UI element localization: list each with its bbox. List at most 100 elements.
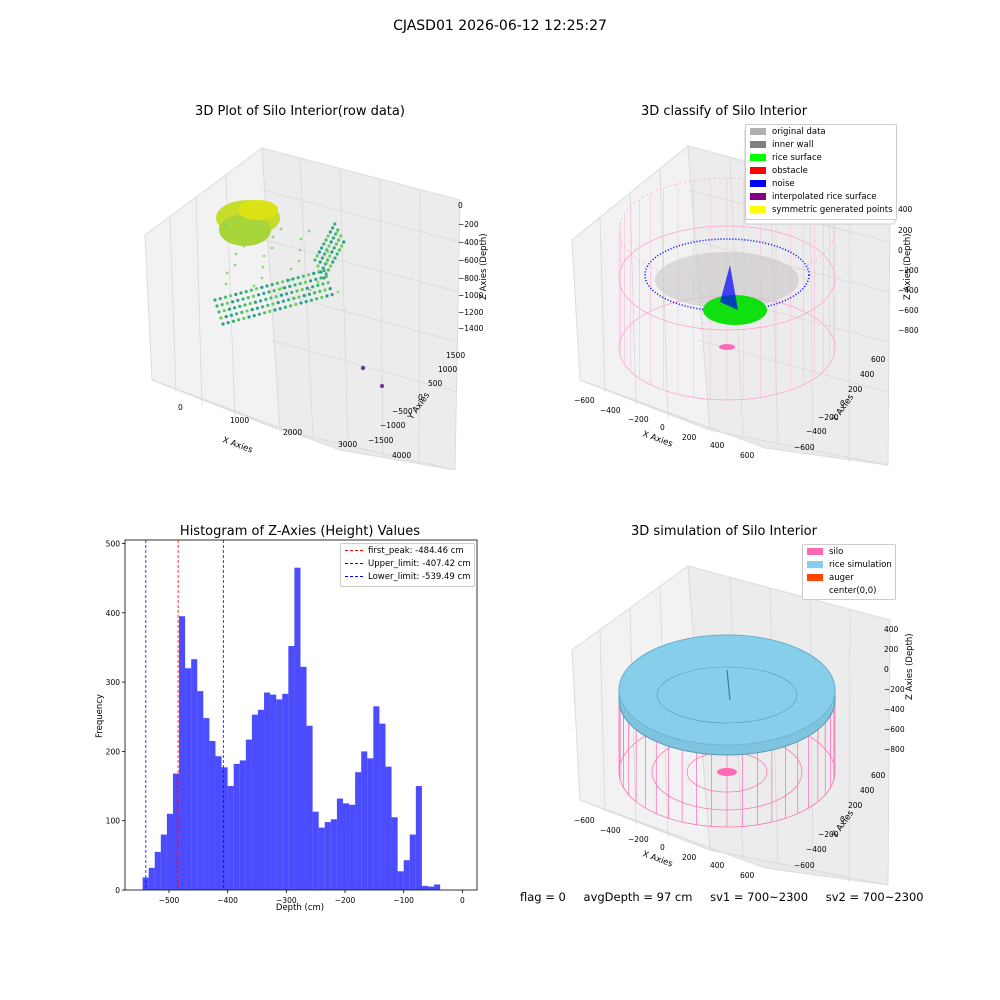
histogram-bar	[215, 756, 222, 890]
raw-outlier-point	[360, 365, 366, 371]
raw-data-point	[273, 308, 277, 312]
raw-data-point	[328, 254, 332, 258]
raw-data-point	[262, 254, 266, 258]
sv2-status: sv2 = 700~2300	[825, 890, 924, 904]
raw-outlier-point	[379, 383, 385, 389]
raw-data-point	[331, 226, 335, 230]
classify-ztick: −200	[898, 266, 919, 275]
histogram-bar	[312, 811, 319, 890]
raw-data-point	[257, 312, 261, 316]
simulation-xtick: −400	[600, 826, 621, 835]
raw-data-point	[330, 250, 334, 254]
legend-label: Upper_limit: -407.42 cm	[368, 558, 471, 569]
raw-data-point	[322, 276, 326, 280]
legend-item: obstacle	[746, 164, 896, 177]
raw-data-point	[322, 269, 326, 273]
raw-data-point	[335, 252, 339, 256]
histogram-bar	[227, 786, 234, 890]
simulation-legend-box: silo rice simulation auger center(0,0)	[802, 544, 896, 600]
raw-data-point	[234, 292, 238, 296]
raw-data-point	[213, 298, 217, 302]
raw-data-point	[329, 264, 333, 268]
raw-data-point	[291, 277, 295, 281]
raw-data-point	[249, 288, 253, 292]
raw-data-point	[231, 300, 235, 304]
histogram-bar	[397, 871, 404, 890]
histogram-xtick-label: 0	[460, 896, 465, 905]
raw-data-point	[326, 250, 330, 254]
histogram-ylabel: Frequency	[95, 694, 105, 738]
histogram-xtick-label: −100	[393, 896, 414, 905]
histogram-bar	[427, 886, 435, 890]
simulation-x-ticks: −600 −400 −200 0 200 400 600	[574, 816, 755, 880]
raw-data-point	[240, 310, 244, 314]
classify-noise-cluster	[720, 265, 738, 310]
raw-data-point	[313, 291, 317, 295]
histogram-bar	[349, 804, 356, 890]
raw-data-point	[336, 290, 340, 294]
raw-data-point	[321, 282, 325, 286]
raw-data-point	[217, 310, 221, 314]
raw-data-point	[276, 301, 280, 305]
raw-ytick: −1500	[368, 436, 394, 445]
raw-data-point	[218, 297, 222, 301]
histogram-bar	[233, 763, 240, 890]
simulation-center-marker	[717, 768, 737, 776]
legend-swatch	[750, 167, 766, 174]
raw-y-ticks: 1500 1000 500 0 −500 −1000 −1500	[368, 351, 465, 445]
raw-data-point	[308, 288, 312, 292]
histogram-xtick-label: −200	[335, 896, 356, 905]
raw-data-point	[281, 280, 285, 284]
raw-data-point	[298, 248, 302, 252]
simulation-ztick: −600	[884, 725, 905, 734]
histogram-bar	[361, 751, 368, 890]
simulation-ytick: −200	[818, 830, 839, 839]
flag-status: flag = 0	[520, 890, 566, 904]
simulation-xtick: 600	[740, 871, 755, 880]
legend-label: noise	[772, 178, 795, 189]
raw-data-point	[257, 293, 261, 297]
raw-data-point	[270, 283, 274, 287]
histogram-bar	[270, 694, 277, 890]
classify-xtick: 0	[660, 423, 665, 432]
simulation-xtick: −200	[628, 835, 649, 844]
histogram-bar	[379, 723, 386, 890]
legend-item: silo	[803, 545, 895, 558]
simulation-rice-depression	[656, 666, 798, 724]
legend-label: symmetric generated points	[772, 204, 893, 215]
raw-data-point	[305, 286, 309, 290]
raw-data-point	[224, 282, 228, 286]
legend-item: interpolated rice surface	[746, 190, 896, 203]
histogram-bar	[209, 740, 216, 890]
histogram-legend-item: Upper_limit: -407.42 cm	[341, 557, 474, 570]
raw-ztick: −1200	[458, 308, 484, 317]
histogram-bar	[239, 760, 246, 890]
raw-ytick: 0	[418, 393, 423, 402]
raw-data-point	[292, 296, 296, 300]
raw-3d-plot: 0 1000 2000 3000 4000 X Axies 1500 1000 …	[144, 147, 489, 470]
legend-item: symmetric generated points	[746, 203, 896, 216]
raw-3d-scatter	[213, 222, 346, 326]
raw-ytick: 1000	[438, 365, 457, 374]
histogram-bar	[342, 803, 350, 890]
raw-data-point	[326, 258, 330, 262]
raw-data-point	[261, 305, 265, 309]
raw-data-point	[289, 304, 293, 308]
histogram-ytick-label: 200	[106, 747, 121, 756]
raw-data-point	[252, 314, 256, 318]
classify-xtick: 600	[740, 451, 755, 460]
legend-item: noise	[746, 177, 896, 190]
histogram-bar	[179, 616, 186, 890]
histogram-legend: first_peak: -484.46 cm Upper_limit: -407.…	[340, 543, 475, 587]
raw-data-point	[320, 295, 324, 299]
raw-data-point	[311, 285, 315, 289]
simulation-rice-top	[618, 634, 836, 746]
raw-ztick: −1400	[458, 324, 484, 333]
histogram-bar	[355, 772, 362, 890]
raw-data-point	[312, 271, 316, 275]
raw-data-point	[307, 292, 311, 296]
simulation-ytick: 200	[848, 801, 863, 810]
raw-data-point	[255, 287, 259, 291]
raw-data-point	[314, 277, 318, 281]
raw-xlabel: X Axies	[221, 435, 254, 455]
